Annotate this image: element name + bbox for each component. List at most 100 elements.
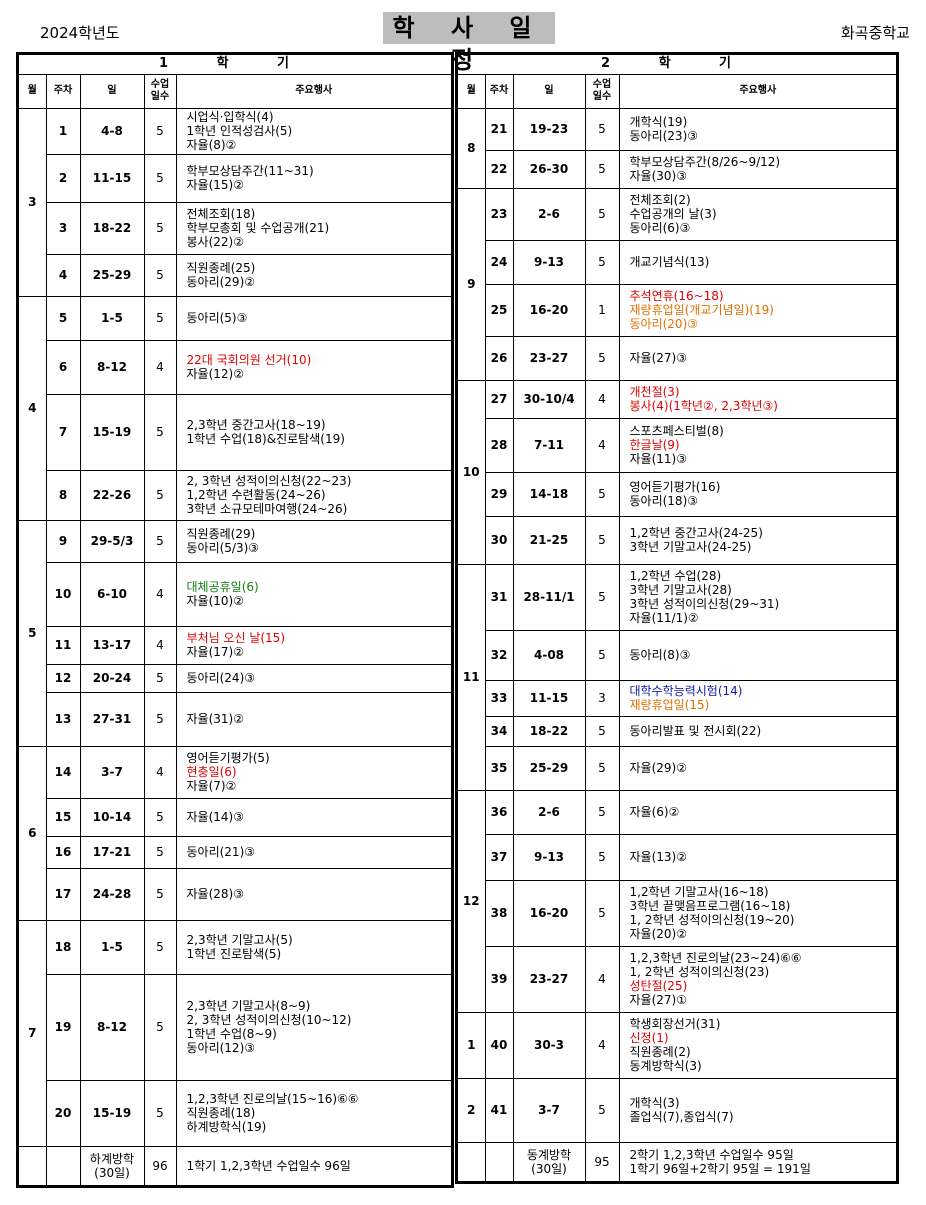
- events-cell: 전체조회(18) 학부모총회 및 수업공개(21) 봉사(22)②: [175, 201, 453, 255]
- table-row: 2 41 3-7 5 개학식(3) 졸업식(7),종업식(7): [456, 1077, 898, 1143]
- days-cell: 2-6: [512, 187, 586, 241]
- week-cell: 17: [45, 867, 81, 921]
- events-cell: 전체조회(2) 수업공개의 날(3) 동아리(6)③: [618, 187, 898, 241]
- events-cell: 1,2,3학년 진로의날(23~24)⑥⑥ 1, 2학년 성적이의신청(23) 성탄…: [618, 945, 898, 1013]
- days-cell: 11-15: [79, 153, 145, 203]
- events-cell: 개천절(3) 봉사(4)(1학년②, 2,3학년③): [618, 379, 898, 419]
- events-cell: 2,3학년 기말고사(5) 1학년 진로탐색(5): [175, 919, 453, 975]
- table-row: 39 23-27 4 1,2,3학년 진로의날(23~24)⑥⑥ 1, 2학년 성적이의…: [457, 945, 898, 1013]
- table-row: 8 22-26 5 2, 3학년 성적이의신청(22~23) 1,2학년 수련활동(24…: [18, 469, 453, 521]
- event-item: 자율(29)②: [629, 761, 687, 775]
- event-item: 직원종례(18): [186, 1106, 256, 1120]
- event-item: 자율(7)②: [186, 779, 237, 793]
- event-item: 1학년 진로탐색(5): [186, 947, 282, 961]
- week-cell: 13: [45, 691, 81, 747]
- week-cell: 15: [45, 797, 81, 837]
- event-item: 3학년 끝맺음프로그램(16~18): [629, 899, 791, 913]
- days-cell: 24-28: [79, 867, 145, 921]
- week-cell: 11: [45, 625, 81, 665]
- week-cell: 40: [484, 1011, 514, 1079]
- events-cell: 2, 3학년 성적이의신청(22~23) 1,2학년 수련활동(24~26) 3학년…: [175, 469, 453, 521]
- events-cell: 2,3학년 기말고사(8~9) 2, 3학년 성적이의신청(10~12) 1학년 수…: [175, 973, 453, 1081]
- event-item: 자율(11/1)②: [629, 611, 699, 625]
- table-row: 26 23-27 5 자율(27)③: [457, 335, 898, 381]
- week-cell: 35: [484, 745, 514, 791]
- days-cell: 25-29: [79, 253, 145, 297]
- events-cell: 시업식·입학식(4) 1학년 인적성검사(5) 자율(8)②: [175, 107, 453, 155]
- days-cell: 3-7: [512, 1077, 586, 1143]
- event-item: 자율(15)②: [186, 178, 244, 192]
- col-week-header: 주차: [45, 73, 81, 109]
- event-item: 동아리(23)③: [629, 129, 699, 143]
- header-year: 2024학년도: [40, 24, 120, 42]
- month-cell: 11: [456, 563, 486, 791]
- events-cell: 동아리(5)③: [175, 295, 453, 341]
- week-cell: 36: [484, 789, 514, 835]
- summary-row: 동계방학 (30일) 95 2학기 1,2,3학년 수업일수 95일 1학기 96일+2…: [456, 1141, 898, 1183]
- semester-title: 2 학 기: [456, 53, 898, 75]
- days-cell: 15-19: [79, 1079, 145, 1147]
- week-cell: 18: [45, 919, 81, 975]
- week-cell: 27: [484, 379, 514, 419]
- semester-1-schedule: 1 학 기 월 주차 일 수업 일수 주요행사 3 1 4-8 5 시업식·입학식(4) 1학년 인적성…: [16, 52, 455, 1188]
- week-cell: 41: [484, 1077, 514, 1143]
- class-days-cell: 5: [143, 153, 177, 203]
- event-item: 수업공개의 날(3): [629, 207, 717, 221]
- col-events-header: 주요행사: [618, 73, 898, 109]
- events-cell: 자율(31)②: [175, 691, 453, 747]
- class-days-cell: 5: [584, 879, 620, 947]
- week-cell: 20: [45, 1079, 81, 1147]
- events-cell: 자율(29)②: [618, 745, 898, 791]
- events-cell: 개교기념식(13): [618, 239, 898, 285]
- text-line: (30일): [94, 1165, 130, 1180]
- text-line: 동계방학: [526, 1147, 572, 1162]
- event-item: 자율(14)③: [186, 810, 244, 824]
- text-line: 하계방학: [89, 1151, 135, 1166]
- table-row: 33 11-15 3 대학수학능력시험(14) 재량휴업일(15): [457, 679, 898, 717]
- text-line: (30일): [531, 1161, 567, 1176]
- class-days-cell: 5: [143, 295, 177, 341]
- event-item: 3학년 기말고사(28): [629, 583, 732, 597]
- event-item: 재량휴업일(15): [629, 698, 710, 712]
- days-cell: 1-5: [79, 919, 145, 975]
- summary-blank: [456, 1141, 486, 1183]
- days-cell: 17-21: [79, 835, 145, 869]
- class-days-cell: 5: [143, 973, 177, 1081]
- class-days-cell: 4: [584, 1011, 620, 1079]
- days-cell: 22-26: [79, 469, 145, 521]
- event-item: 1, 2학년 성적이의신청(19~20): [629, 913, 795, 927]
- class-days-cell: 4: [143, 339, 177, 395]
- event-item: 자율(6)②: [629, 805, 680, 819]
- events-cell: 동아리(24)③: [175, 663, 453, 693]
- week-cell: 34: [484, 715, 514, 747]
- event-item: 1,2,3학년 진로의날(23~24)⑥⑥: [629, 951, 802, 965]
- class-days-cell: 1: [584, 283, 620, 337]
- class-days-cell: 5: [584, 715, 620, 747]
- days-cell: 30-10/4: [512, 379, 586, 419]
- class-days-cell: 5: [143, 919, 177, 975]
- event-item: 동아리(5)③: [186, 311, 248, 325]
- month-cell: 10: [456, 379, 486, 565]
- event-item: 전체조회(18): [186, 207, 256, 221]
- table-row: 4 5 1-5 5 동아리(5)③: [17, 295, 453, 521]
- table-row: 32 4-08 5 동아리(8)③: [457, 629, 898, 681]
- summary-text: 2학기 1,2,3학년 수업일수 95일 1학기 96일+2학기 95일 = 19…: [618, 1141, 898, 1183]
- event-item: 동계방학식(3): [629, 1059, 702, 1073]
- col-class-days-header: 수업 일수: [143, 73, 177, 109]
- event-item: 영어듣기평가(16): [629, 480, 721, 494]
- days-cell: 8-12: [79, 339, 145, 395]
- event-item: 자율(11)③: [629, 452, 687, 466]
- week-cell: 8: [45, 469, 81, 521]
- class-days-cell: 4: [584, 417, 620, 473]
- table-row: 11 31 28-11/1 5 1,2학년 수업(28) 3학년 기말고사(28) 3학년 …: [456, 563, 898, 791]
- days-cell: 8-12: [79, 973, 145, 1081]
- schedule-table: 2 학 기 월 주차 일 수업 일수 주요행사 8 21 19-23 5 개학식(19) 동아리(23)…: [456, 53, 899, 1183]
- events-cell: 동아리발표 및 전시회(22): [618, 715, 898, 747]
- schedule-table: 1 학 기 월 주차 일 수업 일수 주요행사 3 1 4-8 5 시업식·입학식(4) 1학년 인적성…: [17, 53, 454, 1187]
- week-cell: 31: [484, 563, 514, 631]
- week-cell: 19: [45, 973, 81, 1081]
- class-days-cell: 5: [584, 335, 620, 381]
- event-item: 개교기념식(13): [629, 255, 710, 269]
- days-cell: 18-22: [512, 715, 586, 747]
- week-cell: 33: [484, 679, 514, 717]
